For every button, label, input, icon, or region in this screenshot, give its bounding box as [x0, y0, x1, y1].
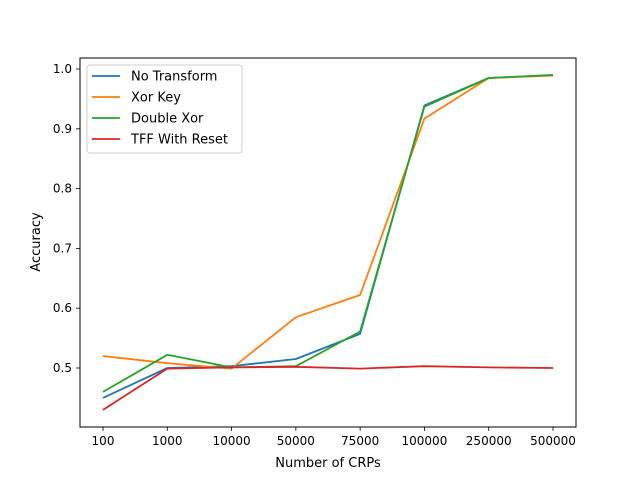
legend: No Transform Xor Key Double Xor TFF With Re…	[86, 64, 243, 154]
x-tick-label: 250000	[466, 434, 512, 448]
legend-label: No Transform	[131, 70, 217, 85]
legend-box	[86, 64, 243, 154]
y-tick-label: 0.8	[53, 182, 72, 196]
x-tick-label: 500000	[530, 434, 576, 448]
x-tick-label: 10000	[212, 434, 250, 448]
y-tick-label: 0.7	[53, 241, 72, 255]
legend-label: Xor Key	[131, 91, 181, 106]
y-tick-label: 0.9	[53, 122, 72, 136]
y-axis-label: Accuracy	[29, 212, 44, 272]
legend-label: Double Xor	[131, 112, 204, 127]
y-tick-label: 0.5	[53, 361, 72, 375]
y-axis-ticks: 0.5 0.6 0.7 0.8 0.9 1.0	[53, 62, 80, 375]
x-tick-label: 100	[92, 434, 115, 448]
series-layer	[102, 74, 554, 411]
y-tick-label: 1.0	[53, 62, 72, 76]
x-axis-label: Number of CRPs	[275, 456, 381, 471]
series-line-3	[102, 74, 554, 393]
x-tick-label: 1000	[152, 434, 183, 448]
y-tick-label: 0.6	[53, 301, 72, 315]
x-tick-label: 50000	[277, 434, 315, 448]
series-line-4	[102, 365, 554, 411]
legend-label: TFF With Reset	[130, 133, 228, 148]
x-axis-ticks: 100 1000 10000 50000 75000 100000 250000 500000	[92, 427, 576, 448]
plot-frame	[79, 57, 577, 428]
series-line-2	[102, 74, 554, 370]
x-tick-label: 100000	[402, 434, 448, 448]
x-tick-label: 75000	[341, 434, 379, 448]
